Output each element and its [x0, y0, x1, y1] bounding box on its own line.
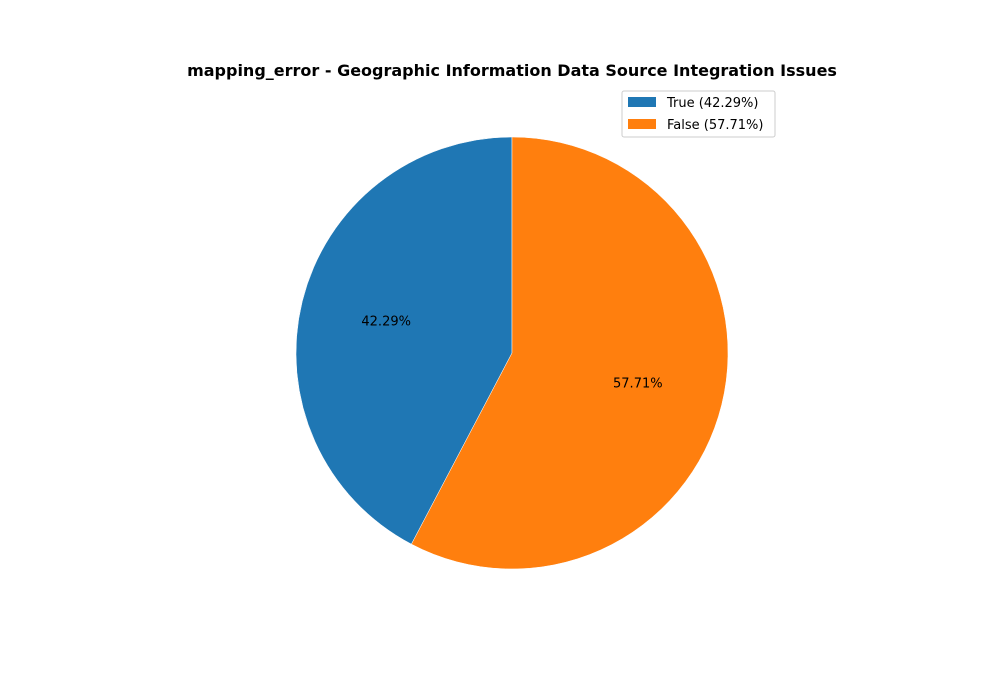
legend-frame [621, 90, 776, 138]
pie-slice-false [411, 136, 729, 570]
pie-slice-label-true: 42.29% [361, 314, 411, 329]
pie-slice-labels: 42.29% 57.71% [361, 314, 662, 391]
legend-swatch-true [628, 97, 656, 107]
chart-title: mapping_error - Geographic Information D… [187, 61, 837, 80]
legend-label-false: False (57.71%) [667, 118, 763, 133]
pie-slices [295, 136, 729, 570]
pie-slice-label-false: 57.71% [613, 377, 663, 392]
pie-slice-true [295, 136, 513, 545]
legend-label-true: True (42.29%) [666, 96, 758, 111]
legend: True (42.29%) False (57.71%) [621, 90, 776, 138]
legend-swatch-false [628, 119, 656, 129]
